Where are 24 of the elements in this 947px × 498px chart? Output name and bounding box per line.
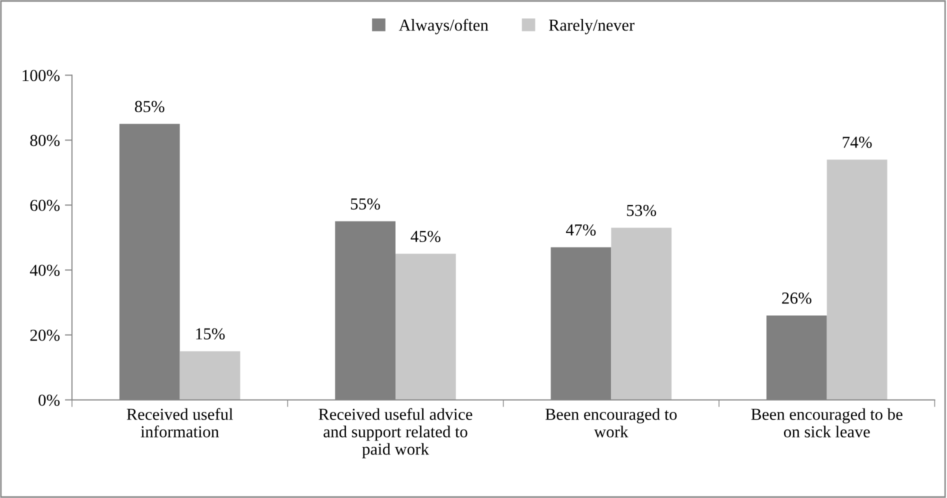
x-tick-label: Been encouraged to work (545, 408, 677, 438)
data-label: 85% (134, 100, 164, 112)
legend-label: Always/often (398, 18, 488, 34)
x-tick-label: Received useful advice and support related to paid work (318, 408, 472, 458)
data-label: 53% (627, 204, 656, 216)
y-tick-label: 100% (22, 70, 60, 82)
legend-label: Rarely/never (549, 19, 634, 34)
y-tick-label: 20% (30, 330, 60, 341)
data-label: 45% (410, 230, 440, 242)
data-label: 26% (782, 292, 812, 304)
x-tick-label: Been encouraged to be on sick leave (751, 408, 902, 438)
bar (826, 160, 888, 400)
bar (611, 228, 672, 400)
data-label: 74% (842, 136, 872, 148)
bar (395, 254, 456, 400)
x-tick-label: Received useful information (126, 408, 233, 438)
y-tick-label: 0% (38, 394, 60, 406)
bar (180, 351, 240, 400)
data-label: 47% (566, 224, 596, 236)
data-label: 15% (196, 328, 225, 340)
y-tick-label: 60% (30, 200, 60, 212)
y-tick-label: 80% (30, 134, 60, 146)
y-tick-label: 40% (30, 264, 60, 276)
data-label: 55% (350, 198, 380, 210)
